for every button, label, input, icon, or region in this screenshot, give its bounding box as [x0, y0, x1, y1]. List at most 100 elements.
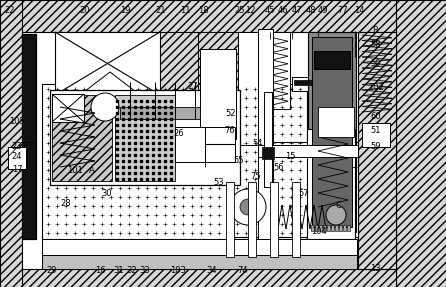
Bar — [331, 225, 334, 231]
Bar — [396, 0, 446, 287]
Bar — [115, 95, 175, 181]
Bar — [312, 37, 352, 227]
Bar — [200, 49, 236, 139]
Text: 60: 60 — [370, 112, 381, 121]
Bar — [42, 84, 307, 239]
Text: 18: 18 — [198, 5, 208, 15]
Bar — [343, 225, 346, 231]
Bar — [175, 127, 235, 162]
Text: 21: 21 — [155, 5, 166, 15]
Text: 28: 28 — [61, 199, 71, 208]
Text: 33: 33 — [140, 266, 150, 275]
Text: 103: 103 — [170, 266, 186, 275]
Bar — [318, 107, 354, 137]
Text: 22: 22 — [4, 5, 15, 15]
Polygon shape — [80, 72, 140, 95]
Text: 55: 55 — [233, 156, 244, 165]
Bar — [314, 51, 350, 69]
Text: B: B — [372, 26, 379, 35]
Text: 13: 13 — [370, 264, 381, 273]
Bar — [335, 225, 338, 231]
Text: 57: 57 — [299, 189, 310, 198]
Text: 58: 58 — [370, 40, 381, 49]
Bar — [52, 94, 84, 122]
Bar — [358, 32, 396, 269]
Text: 17: 17 — [12, 165, 22, 174]
Bar — [0, 0, 22, 287]
Text: 30: 30 — [102, 189, 112, 198]
Text: 19: 19 — [120, 5, 130, 15]
Text: 45: 45 — [264, 5, 275, 15]
Text: C: C — [335, 201, 341, 210]
Text: 16: 16 — [95, 266, 106, 275]
Bar — [160, 32, 205, 95]
Bar — [270, 32, 290, 109]
Bar — [42, 255, 357, 269]
Bar — [292, 182, 300, 257]
Text: 74: 74 — [238, 266, 248, 275]
Text: 52: 52 — [226, 109, 236, 118]
Bar — [52, 95, 112, 181]
Bar — [8, 147, 26, 169]
Text: 20: 20 — [79, 5, 90, 15]
Text: 32: 32 — [126, 266, 137, 275]
Bar — [55, 94, 240, 102]
Text: 56: 56 — [273, 163, 284, 172]
Bar — [198, 32, 238, 157]
Text: 76: 76 — [224, 126, 235, 135]
Text: 59: 59 — [370, 142, 381, 151]
Bar — [235, 32, 265, 145]
Bar — [0, 0, 446, 32]
Bar — [318, 49, 348, 91]
Bar — [327, 225, 330, 231]
Text: 54: 54 — [252, 139, 263, 148]
Text: 23: 23 — [12, 142, 22, 151]
Text: 101: 101 — [67, 166, 83, 175]
Text: 51: 51 — [370, 126, 381, 135]
Bar — [308, 32, 356, 232]
Text: 48: 48 — [306, 5, 317, 15]
Text: 26: 26 — [173, 129, 184, 138]
Bar — [258, 29, 273, 239]
Bar — [120, 107, 200, 119]
Bar — [228, 142, 358, 237]
Text: A: A — [89, 166, 94, 175]
Bar — [262, 147, 274, 159]
Circle shape — [91, 93, 119, 121]
Circle shape — [240, 199, 256, 215]
Text: 24: 24 — [12, 152, 22, 161]
Bar — [55, 32, 160, 95]
Bar — [323, 225, 326, 231]
Bar — [339, 225, 342, 231]
Bar — [311, 225, 314, 231]
Text: 15: 15 — [285, 152, 296, 161]
Bar — [362, 123, 390, 147]
Bar — [307, 129, 355, 239]
Text: 50: 50 — [370, 59, 381, 68]
Text: 47: 47 — [291, 5, 302, 15]
Bar — [0, 269, 446, 287]
Bar — [264, 92, 272, 187]
Bar — [270, 182, 278, 257]
Text: 34: 34 — [206, 266, 217, 275]
Text: 11: 11 — [180, 5, 190, 15]
Circle shape — [230, 189, 266, 225]
Bar — [22, 34, 36, 239]
Circle shape — [326, 205, 346, 225]
Bar — [226, 182, 234, 257]
Bar — [347, 225, 350, 231]
Bar — [248, 182, 256, 257]
Text: 75: 75 — [250, 172, 260, 181]
Text: 105: 105 — [9, 117, 25, 127]
Text: 27: 27 — [187, 82, 198, 91]
Bar — [315, 225, 318, 231]
Bar — [294, 80, 314, 85]
Text: 102: 102 — [368, 83, 384, 92]
Text: 49: 49 — [318, 5, 328, 15]
Bar — [205, 32, 235, 95]
Text: 14: 14 — [354, 5, 364, 15]
Text: 53: 53 — [213, 178, 224, 187]
Bar — [258, 145, 358, 157]
Text: 46: 46 — [278, 5, 289, 15]
Text: 31: 31 — [113, 266, 124, 275]
